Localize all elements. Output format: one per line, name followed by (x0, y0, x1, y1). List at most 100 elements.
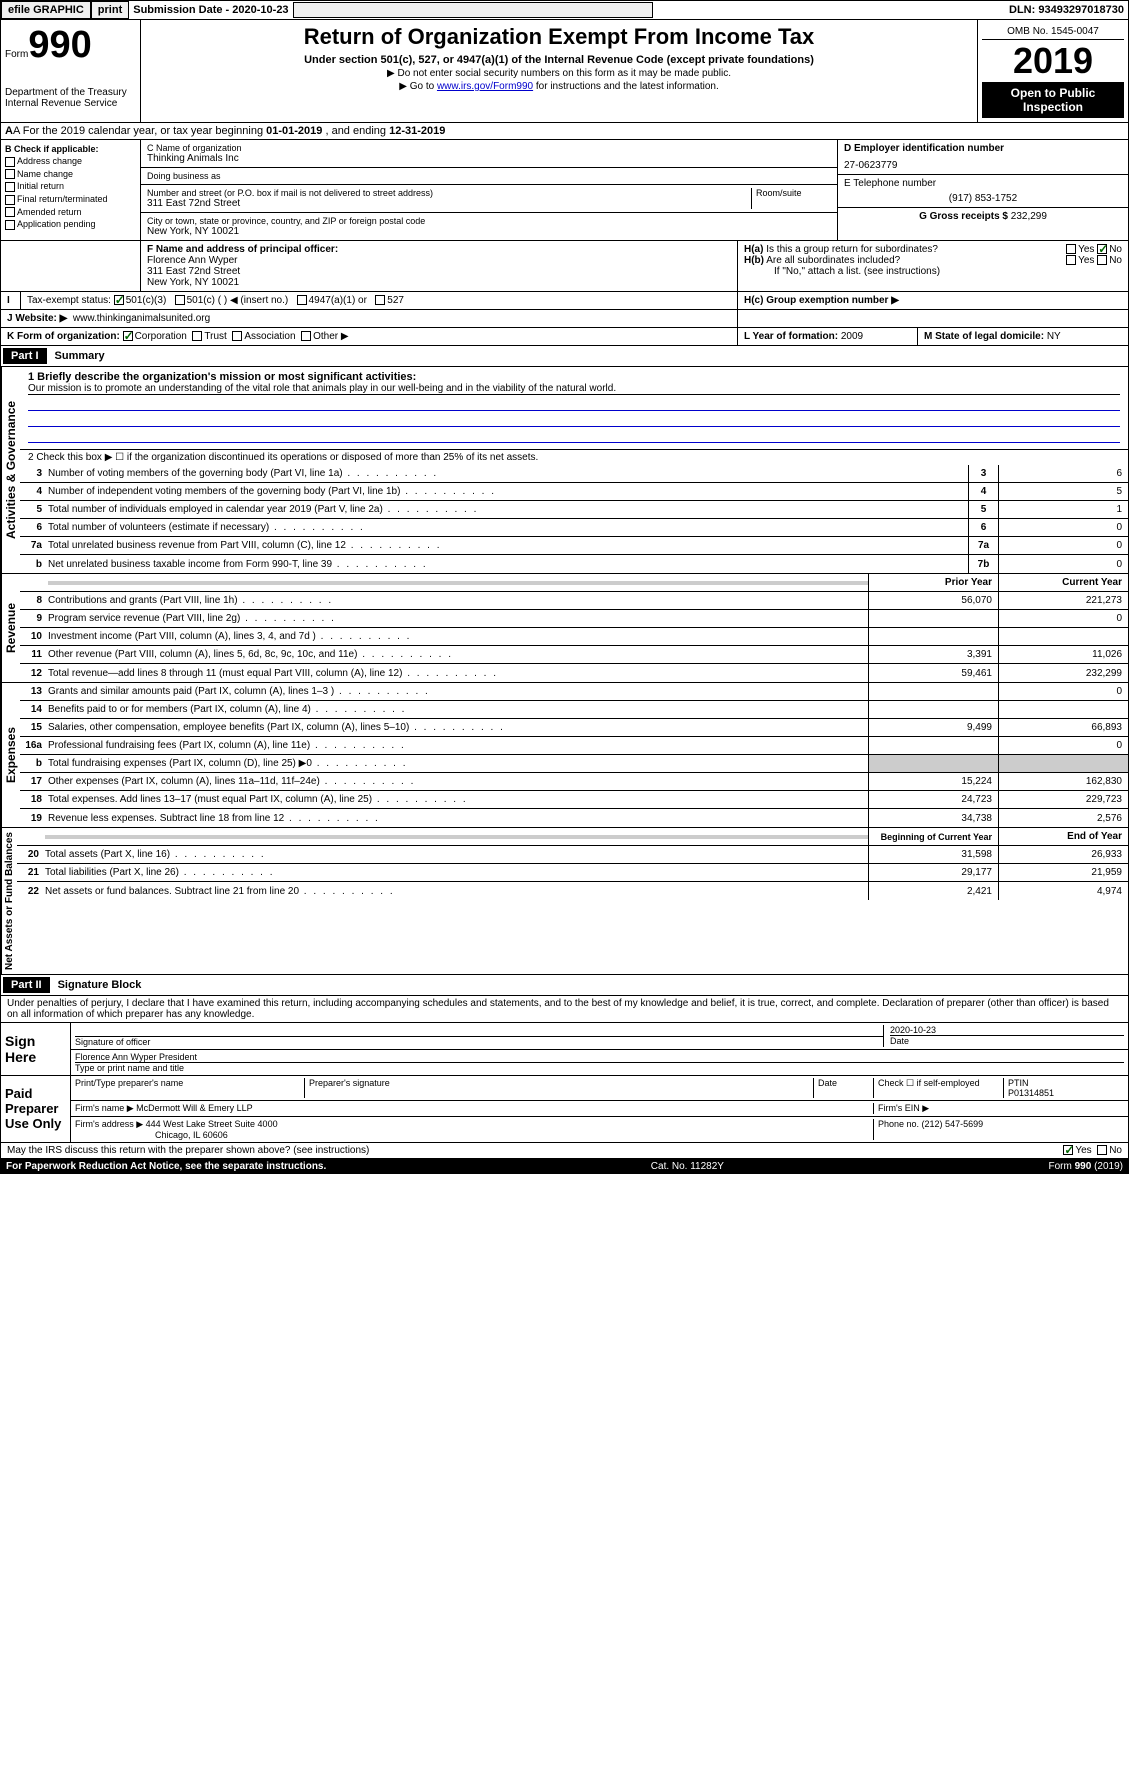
prep-name-label: Print/Type preparer's name (75, 1078, 305, 1098)
form-header: Form990 Department of the Treasury Inter… (0, 20, 1129, 123)
line-13: 13 Grants and similar amounts paid (Part… (20, 683, 1128, 701)
col-defg: D Employer identification number 27-0623… (838, 140, 1128, 240)
rev-section: Revenue Prior Year Current Year 8 Contri… (0, 574, 1129, 683)
ptin-value: P01314851 (1008, 1088, 1124, 1098)
vert-net: Net Assets or Fund Balances (1, 828, 17, 974)
gov-line-3: 3 Number of voting members of the govern… (20, 465, 1128, 483)
inspection-badge: Open to Public Inspection (982, 82, 1124, 118)
chk-address[interactable]: Address change (5, 156, 136, 167)
sign-here-label: Sign Here (1, 1023, 71, 1075)
exp-section: Expenses 13 Grants and similar amounts p… (0, 683, 1129, 828)
firm-phone: (212) 547-5699 (922, 1119, 984, 1129)
vert-gov: Activities & Governance (1, 367, 20, 573)
dept-label: Department of the Treasury Internal Reve… (5, 87, 136, 109)
line-2: 2 Check this box ▶ ☐ if the organization… (20, 450, 1128, 465)
org-name-row: C Name of organization Thinking Animals … (141, 140, 837, 168)
chk-other[interactable] (301, 331, 311, 341)
firm-ein: Firm's EIN ▶ (874, 1103, 1124, 1114)
self-emp-chk[interactable]: Check ☐ if self-employed (874, 1078, 1004, 1098)
tax-status: Tax-exempt status: 501(c)(3) 501(c) ( ) … (21, 292, 738, 309)
chk-amended[interactable]: Amended return (5, 207, 136, 218)
form-ref: Form 990 (2019) (1049, 1161, 1123, 1172)
h-cell: H(a) Is this a group return for subordin… (738, 241, 1128, 291)
org-name: Thinking Animals Inc (147, 153, 831, 164)
spacer-f (1, 241, 141, 291)
omb-number: OMB No. 1545-0047 (982, 24, 1124, 40)
irs-link[interactable]: www.irs.gov/Form990 (437, 81, 533, 92)
j-spacer (738, 310, 1128, 327)
chk-initial[interactable]: Initial return (5, 181, 136, 192)
instr-1: ▶ Do not enter social security numbers o… (145, 68, 973, 79)
paid-label: Paid Preparer Use Only (1, 1076, 71, 1142)
chk-final[interactable]: Final return/terminated (5, 194, 136, 205)
ein-value: 27-0623779 (844, 160, 1122, 171)
firm-name: McDermott Will & Emery LLP (136, 1103, 253, 1113)
efile-button[interactable]: efile GRAPHIC (1, 1, 91, 19)
dba-row: Doing business as (141, 168, 837, 185)
row-klm: K Form of organization: Corporation Trus… (0, 328, 1129, 346)
line-15: 15 Salaries, other compensation, employe… (20, 719, 1128, 737)
line-21: 21 Total liabilities (Part X, line 26) 2… (17, 864, 1128, 882)
chk-assoc[interactable] (232, 331, 242, 341)
gov-line-5: 5 Total number of individuals employed i… (20, 501, 1128, 519)
net-head: Beginning of Current Year End of Year (17, 828, 1128, 846)
line-20: 20 Total assets (Part X, line 16) 31,598… (17, 846, 1128, 864)
k-cell: K Form of organization: Corporation Trus… (1, 328, 738, 345)
gov-line-4: 4 Number of independent voting members o… (20, 483, 1128, 501)
declaration: Under penalties of perjury, I declare th… (0, 996, 1129, 1023)
discuss-row: May the IRS discuss this return with the… (0, 1143, 1129, 1159)
gov-section: Activities & Governance 1 Briefly descri… (0, 367, 1129, 574)
line-14: 14 Benefits paid to or for members (Part… (20, 701, 1128, 719)
room-suite: Room/suite (751, 188, 831, 209)
line-11: 11 Other revenue (Part VIII, column (A),… (20, 646, 1128, 664)
part1-header: Part ISummary (0, 346, 1129, 367)
officer-typed-name: Florence Ann Wyper President (75, 1052, 1124, 1063)
cat-no: Cat. No. 11282Y (651, 1161, 724, 1172)
net-section: Net Assets or Fund Balances Beginning of… (0, 828, 1129, 975)
website: www.thinkinganimalsunited.org (73, 313, 210, 324)
line-18: 18 Total expenses. Add lines 13–17 (must… (20, 791, 1128, 809)
blank-field (293, 2, 653, 18)
sig-date: 2020-10-23 (890, 1025, 1124, 1035)
line-9: 9 Program service revenue (Part VIII, li… (20, 610, 1128, 628)
phone-value: (917) 853-1752 (844, 193, 1122, 204)
discuss-no[interactable] (1097, 1145, 1107, 1155)
line-8: 8 Contributions and grants (Part VIII, l… (20, 592, 1128, 610)
form-number: 990 (28, 24, 91, 66)
prep-sig-label: Preparer's signature (305, 1078, 814, 1098)
header-right: OMB No. 1545-0047 2019 Open to Public In… (978, 20, 1128, 122)
row-i: I Tax-exempt status: 501(c)(3) 501(c) ( … (0, 292, 1129, 310)
chk-pending[interactable]: Application pending (5, 219, 136, 230)
discuss-yes[interactable] (1063, 1145, 1073, 1155)
chk-501c3[interactable] (114, 295, 124, 305)
col-c: C Name of organization Thinking Animals … (141, 140, 838, 240)
h-note: If "No," attach a list. (see instruction… (744, 266, 1122, 277)
chk-501c[interactable] (175, 295, 185, 305)
vert-rev: Revenue (1, 574, 20, 682)
mission-block: 1 Briefly describe the organization's mi… (20, 367, 1128, 450)
top-bar: efile GRAPHIC print Submission Date - 20… (0, 0, 1129, 20)
rev-head: Prior Year Current Year (20, 574, 1128, 592)
chk-corp[interactable] (123, 331, 133, 341)
org-address: 311 East 72nd Street (147, 198, 751, 209)
officer-city: New York, NY 10021 (147, 277, 731, 288)
line-16a: 16a Professional fundraising fees (Part … (20, 737, 1128, 755)
m-cell: M State of legal domicile: NY (918, 328, 1128, 345)
print-button[interactable]: print (91, 1, 129, 19)
gov-line-6: 6 Total number of volunteers (estimate i… (20, 519, 1128, 537)
chk-527[interactable] (375, 295, 385, 305)
line-22: 22 Net assets or fund balances. Subtract… (17, 882, 1128, 900)
form-title: Return of Organization Exempt From Incom… (145, 24, 973, 50)
chk-trust[interactable] (192, 331, 202, 341)
submission-label: Submission Date - 2020-10-23 (129, 4, 292, 16)
instr-2: ▶ Go to www.irs.gov/Form990 for instruct… (145, 81, 973, 92)
chk-4947[interactable] (297, 295, 307, 305)
l-cell: L Year of formation: 2009 (738, 328, 918, 345)
paperwork-notice: For Paperwork Reduction Act Notice, see … (6, 1161, 326, 1172)
chk-name[interactable]: Name change (5, 169, 136, 180)
form-label: Form (5, 49, 28, 60)
col-b: B Check if applicable: Address change Na… (1, 140, 141, 240)
row-fh: F Name and address of principal officer:… (0, 241, 1129, 292)
city-row: City or town, state or province, country… (141, 213, 837, 240)
officer-name: Florence Ann Wyper (147, 255, 731, 266)
